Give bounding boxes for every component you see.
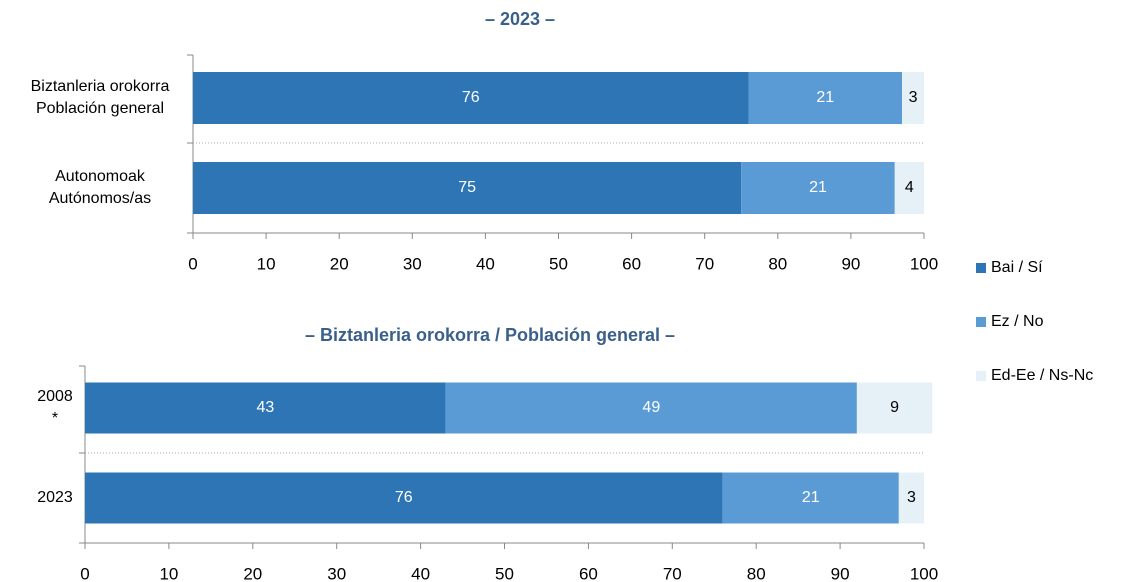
x-tick-label: 80 (747, 564, 766, 582)
legend-label: Bai / Sí (991, 259, 1043, 276)
x-tick-label: 40 (411, 564, 430, 582)
x-tick-label: 50 (549, 254, 568, 273)
bar-segment (85, 472, 723, 524)
x-tick-label: 40 (476, 254, 495, 273)
bar-segment (193, 162, 742, 214)
x-tick-label: 10 (159, 564, 178, 582)
bar-segment (856, 382, 933, 434)
legend-swatch (976, 371, 986, 381)
legend-label: Ez / No (991, 313, 1044, 330)
x-tick-label: 60 (579, 564, 598, 582)
x-tick-label: 10 (257, 254, 276, 273)
x-tick-label: 30 (327, 564, 346, 582)
x-tick-label: 90 (831, 564, 850, 582)
y-tick-label: * (52, 410, 58, 427)
value-label: 3 (907, 489, 916, 506)
bar-segment (902, 72, 924, 124)
value-label: 43 (256, 399, 274, 416)
legend-swatch (976, 317, 986, 327)
bar-segment (85, 382, 446, 434)
value-label: 49 (642, 399, 660, 416)
bar-segment (748, 72, 903, 124)
value-label: 4 (905, 179, 914, 196)
value-label: 3 (909, 89, 918, 106)
y-tick-label: 2023 (37, 489, 73, 506)
y-tick-label: 2008 (37, 388, 73, 405)
value-label: 76 (462, 89, 480, 106)
bar-segment (193, 72, 749, 124)
x-tick-label: 80 (768, 254, 787, 273)
y-tick-label: Autonomoak (55, 168, 146, 185)
x-tick-label: 70 (695, 254, 714, 273)
y-tick-label: Biztanleria orokorra (31, 78, 170, 95)
value-label: 21 (809, 179, 827, 196)
value-label: 21 (816, 89, 834, 106)
bar-segment (894, 162, 924, 214)
y-tick-label: Población general (36, 100, 164, 117)
x-tick-label: 60 (622, 254, 641, 273)
legend-swatch (976, 263, 986, 273)
x-tick-label: 100 (910, 254, 938, 273)
x-tick-label: 0 (80, 564, 89, 582)
x-tick-label: 0 (188, 254, 197, 273)
x-tick-label: 30 (403, 254, 422, 273)
bar-segment (722, 472, 899, 524)
legend-label: Ed-Ee / Ns-Nc (991, 367, 1093, 384)
x-tick-label: 50 (495, 564, 514, 582)
chart-title: – Biztanleria orokorra / Población gener… (305, 325, 675, 345)
value-label: 21 (802, 489, 820, 506)
x-tick-label: 90 (841, 254, 860, 273)
bar-segment (445, 382, 857, 434)
y-tick-label: Autónomos/as (49, 190, 151, 207)
value-label: 76 (395, 489, 413, 506)
bar-segment (741, 162, 895, 214)
chart-title: – 2023 – (485, 9, 555, 29)
x-tick-label: 20 (330, 254, 349, 273)
bar-segment (898, 472, 924, 524)
x-tick-label: 70 (663, 564, 682, 582)
value-label: 9 (890, 399, 899, 416)
x-tick-label: 20 (243, 564, 262, 582)
value-label: 75 (458, 179, 476, 196)
x-tick-label: 100 (910, 564, 938, 582)
